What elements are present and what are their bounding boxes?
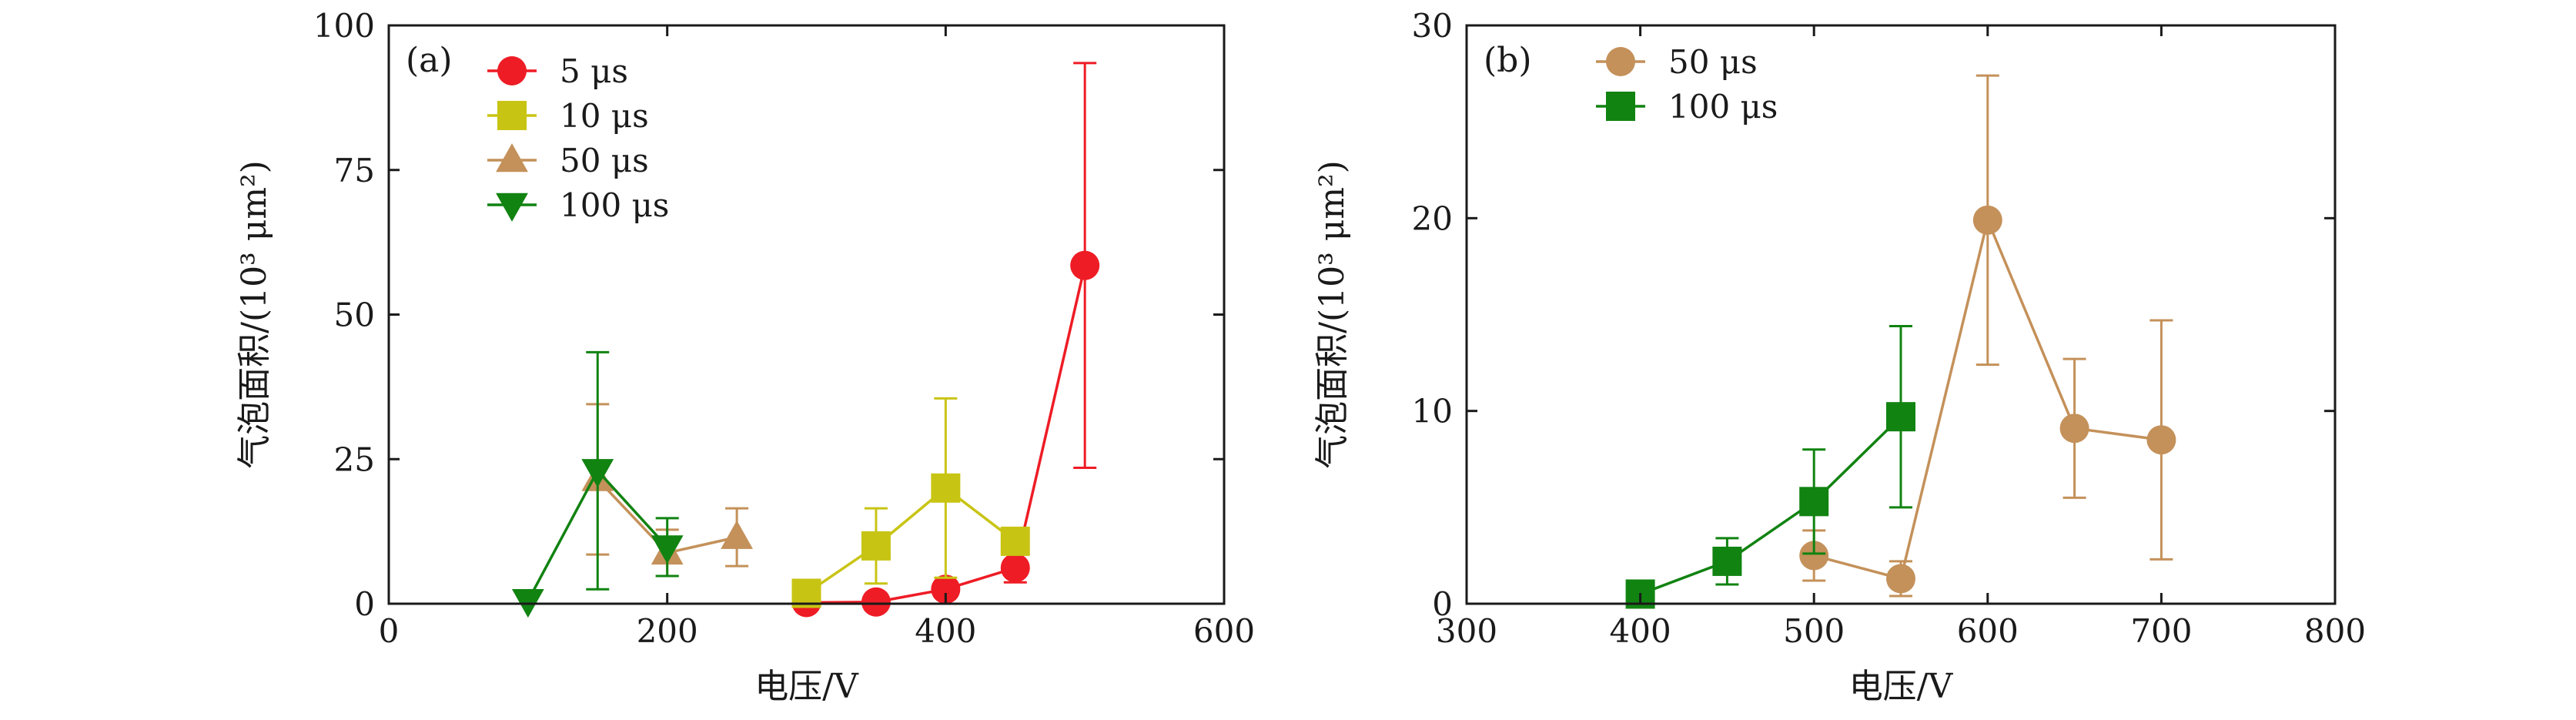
x-tick-label: 700 — [2130, 612, 2192, 650]
y-tick-label: 100 — [313, 7, 375, 45]
legend-item: 100 μs — [487, 186, 669, 224]
legend: 5 μs 10 μs 50 μs 100 μs — [487, 52, 669, 224]
data-point — [651, 535, 684, 564]
x-tick-label: 300 — [1436, 612, 1497, 650]
legend-item: 50 μs — [1596, 43, 1758, 81]
x-tick-label: 400 — [1610, 612, 1671, 650]
data-point — [1972, 205, 2002, 235]
x-tick-label: 600 — [1957, 612, 2019, 650]
x-tick-label: 200 — [637, 612, 698, 650]
legend-label: 10 μs — [560, 97, 649, 135]
panel-label: (b) — [1484, 41, 1532, 80]
series-1 — [1625, 325, 1915, 609]
data-point — [1712, 546, 1742, 576]
data-point — [1799, 487, 1829, 517]
x-tick-label: 400 — [915, 612, 976, 650]
legend-marker — [1606, 47, 1635, 76]
data-point — [2146, 425, 2176, 455]
data-point — [1799, 541, 1829, 571]
data-point — [1000, 553, 1030, 583]
y-tick-label: 20 — [1412, 199, 1453, 237]
x-tick-label: 600 — [1193, 612, 1255, 650]
series-3 — [511, 350, 684, 618]
chart-panel-a: 0 200 400 600 0 25 50 75 100 电压/V 气泡面积/(10³ μm²) (a… — [235, 7, 1255, 706]
x-axis-title: 电压/V — [754, 667, 859, 706]
y-tick-label: 0 — [1432, 585, 1453, 623]
legend-item: 5 μs — [487, 52, 628, 90]
x-tick-label: 500 — [1783, 612, 1845, 650]
y-tick-label: 30 — [1412, 7, 1453, 45]
data-point — [1886, 402, 1915, 432]
data-point — [581, 459, 614, 488]
legend-marker — [496, 193, 528, 222]
legend-marker — [1606, 92, 1635, 121]
legend-label: 50 μs — [560, 142, 649, 179]
legend-label: 100 μs — [560, 186, 669, 224]
data-point — [931, 473, 961, 503]
data-point — [861, 587, 891, 617]
chart-panel-b: 300 400 500 600 700 800 0 10 20 30 电压/V 气泡面积/(10³ μ… — [1313, 7, 2366, 706]
x-tick-label: 800 — [2304, 612, 2366, 650]
data-point — [2059, 414, 2089, 444]
series-1 — [791, 397, 1030, 608]
panel-label: (a) — [406, 41, 453, 80]
legend-label: 100 μs — [1668, 88, 1778, 126]
data-point — [721, 520, 753, 549]
data-point — [1000, 526, 1030, 556]
x-tick-label: 0 — [379, 612, 400, 650]
data-point — [1070, 250, 1100, 280]
legend-item: 100 μs — [1596, 88, 1778, 126]
plot-frame — [1465, 24, 2337, 605]
y-tick-label: 50 — [334, 296, 375, 334]
legend-label: 50 μs — [1668, 43, 1758, 81]
y-tick-label: 0 — [354, 585, 375, 623]
legend-label: 5 μs — [560, 52, 628, 90]
x-axis-title: 电压/V — [1849, 667, 1954, 706]
data-point — [1886, 564, 1915, 594]
legend-item: 10 μs — [487, 97, 649, 135]
y-tick-label: 25 — [334, 440, 375, 478]
legend-marker — [497, 101, 527, 130]
legend: 50 μs 100 μs — [1596, 43, 1778, 126]
y-axis-title: 气泡面积/(10³ μm²) — [1313, 160, 1352, 469]
legend-marker — [497, 56, 527, 85]
y-tick-label: 10 — [1412, 393, 1453, 430]
series-line — [805, 486, 1016, 594]
y-tick-label: 75 — [334, 152, 375, 189]
legend-marker — [496, 143, 528, 172]
y-axis-title: 气泡面积/(10³ μm²) — [235, 160, 274, 469]
series-0 — [1799, 74, 2176, 598]
legend-item: 50 μs — [487, 142, 649, 179]
data-point — [931, 574, 961, 604]
series-line — [1639, 415, 1902, 596]
data-point — [861, 531, 891, 561]
